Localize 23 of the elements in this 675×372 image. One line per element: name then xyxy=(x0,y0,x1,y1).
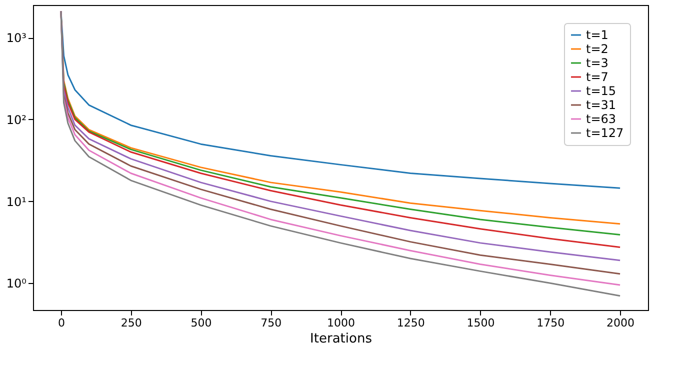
legend-label: t=15 xyxy=(586,84,616,98)
y-tick-label: 10² xyxy=(6,112,27,127)
x-tick-label: 500 xyxy=(190,316,212,330)
y-tick-label: 10⁰ xyxy=(6,276,27,291)
legend-label: t=1 xyxy=(586,28,608,42)
x-axis-title: Iterations xyxy=(310,332,372,346)
x-tick-label: 0 xyxy=(58,316,65,330)
x-tick-label: 250 xyxy=(120,316,142,330)
y-tick-label: 10¹ xyxy=(6,194,27,209)
legend-label: t=63 xyxy=(586,112,616,126)
legend-label: t=31 xyxy=(586,98,616,112)
y-tick-label: 10³ xyxy=(6,31,27,46)
legend-label: t=7 xyxy=(586,70,608,84)
line-series xyxy=(60,10,621,189)
x-tick-label: 1500 xyxy=(466,316,495,330)
x-tick-label: 1250 xyxy=(396,316,425,330)
x-tick-label: 750 xyxy=(260,316,282,330)
legend-label: t=2 xyxy=(586,42,608,56)
legend-label: t=3 xyxy=(586,56,608,70)
x-tick-label: 1750 xyxy=(536,316,565,330)
x-tick-label: 2000 xyxy=(606,316,635,330)
x-tick-label: 1000 xyxy=(327,316,355,330)
legend-label: t=127 xyxy=(586,126,624,140)
